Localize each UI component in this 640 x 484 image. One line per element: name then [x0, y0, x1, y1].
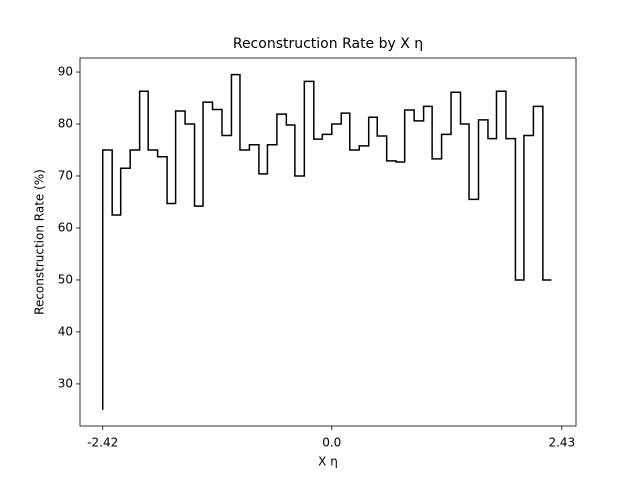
- y-tick-label: 40: [58, 324, 73, 338]
- y-tick-label: 30: [58, 376, 73, 390]
- plot-frame: [79, 57, 577, 427]
- chart-title: Reconstruction Rate by X η: [233, 36, 423, 52]
- y-tick-label: 50: [58, 272, 73, 286]
- x-axis-label: X η: [318, 455, 338, 469]
- x-tick-label: -2.42: [87, 436, 118, 450]
- y-axis-label: Reconstruction Rate (%): [33, 169, 47, 315]
- x-tick-label: 0.0: [322, 436, 341, 450]
- x-tick-label: 2.43: [548, 436, 575, 450]
- y-tick-label: 60: [58, 220, 73, 234]
- line: [101, 73, 552, 410]
- y-tick-label: 80: [58, 117, 73, 131]
- y-tick-label: 70: [58, 168, 73, 182]
- y-tick-label: 90: [58, 65, 73, 79]
